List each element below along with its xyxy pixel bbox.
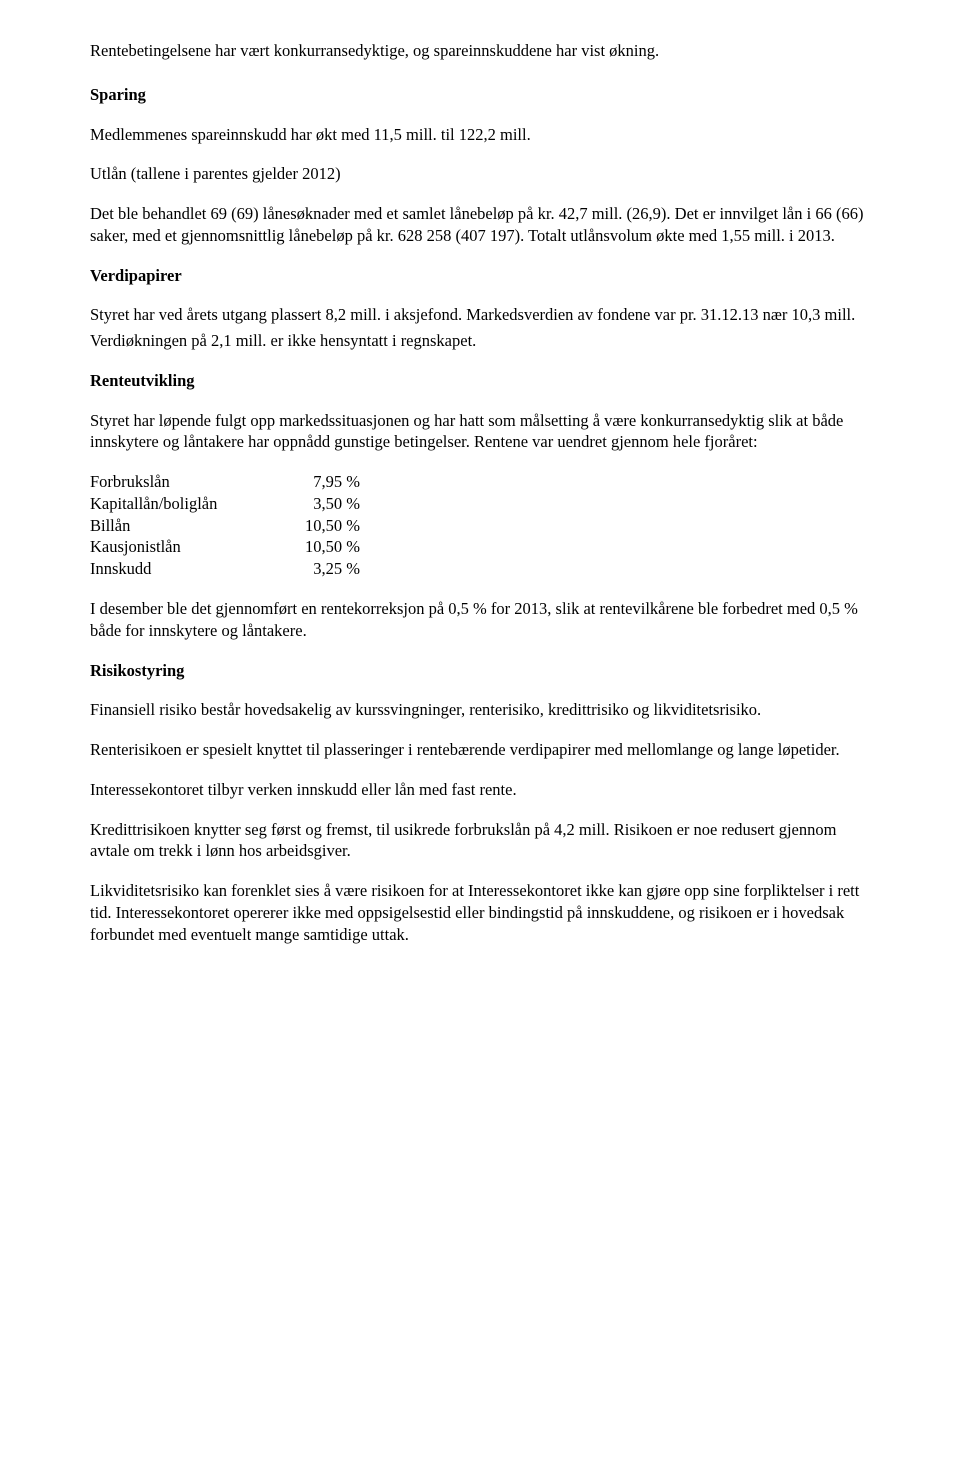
- intro-paragraph: Rentebetingelsene har vært konkurransedy…: [90, 40, 870, 62]
- rate-label: Forbrukslån: [90, 471, 290, 493]
- risikostyring-p3: Interessekontoret tilbyr verken innskudd…: [90, 779, 870, 801]
- sparing-heading: Sparing: [90, 84, 870, 106]
- risikostyring-p5: Likviditetsrisiko kan forenklet sies å v…: [90, 880, 870, 945]
- sparing-p2: Utlån (tallene i parentes gjelder 2012): [90, 163, 870, 185]
- rate-label: Billån: [90, 515, 290, 537]
- renteutvikling-p2: I desember ble det gjennomført en rentek…: [90, 598, 870, 642]
- sparing-p1: Medlemmenes spareinnskudd har økt med 11…: [90, 124, 870, 146]
- rate-value: 10,50 %: [290, 536, 360, 558]
- rate-label: Innskudd: [90, 558, 290, 580]
- verdipapirer-p1: Styret har ved årets utgang plassert 8,2…: [90, 304, 870, 326]
- rate-value: 7,95 %: [290, 471, 360, 493]
- rate-label: Kapitallån/boliglån: [90, 493, 290, 515]
- risikostyring-heading: Risikostyring: [90, 660, 870, 682]
- risikostyring-p2: Renterisikoen er spesielt knyttet til pl…: [90, 739, 870, 761]
- verdipapirer-p2: Verdiøkningen på 2,1 mill. er ikke hensy…: [90, 330, 870, 352]
- risikostyring-p4: Kredittrisikoen knytter seg først og fre…: [90, 819, 870, 863]
- rate-value: 10,50 %: [290, 515, 360, 537]
- renteutvikling-p1: Styret har løpende fulgt opp markedssitu…: [90, 410, 870, 454]
- table-row: Forbrukslån 7,95 %: [90, 471, 360, 493]
- table-row: Innskudd 3,25 %: [90, 558, 360, 580]
- table-row: Kausjonistlån 10,50 %: [90, 536, 360, 558]
- rate-value: 3,50 %: [290, 493, 360, 515]
- verdipapirer-heading: Verdipapirer: [90, 265, 870, 287]
- rates-table: Forbrukslån 7,95 % Kapitallån/boliglån 3…: [90, 471, 360, 580]
- rate-value: 3,25 %: [290, 558, 360, 580]
- sparing-p3: Det ble behandlet 69 (69) lånesøknader m…: [90, 203, 870, 247]
- risikostyring-p1: Finansiell risiko består hovedsakelig av…: [90, 699, 870, 721]
- renteutvikling-heading: Renteutvikling: [90, 370, 870, 392]
- table-row: Kapitallån/boliglån 3,50 %: [90, 493, 360, 515]
- rate-label: Kausjonistlån: [90, 536, 290, 558]
- table-row: Billån 10,50 %: [90, 515, 360, 537]
